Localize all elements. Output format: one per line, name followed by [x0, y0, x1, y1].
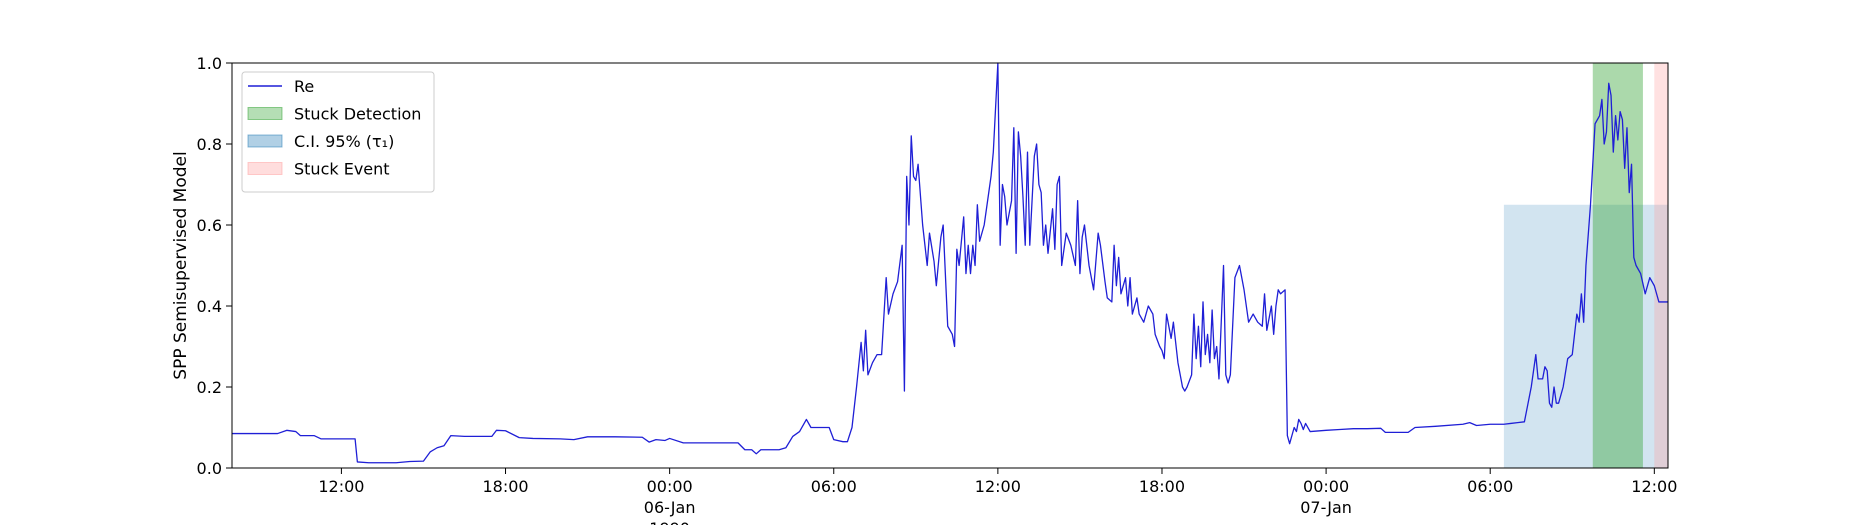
x-tick-label: 12:00 [1631, 477, 1677, 496]
y-tick-label: 0.0 [197, 459, 222, 478]
x-tick-label: 18:00 [1139, 477, 1185, 496]
x-tick-label: 18:00 [482, 477, 528, 496]
plot-frame [231, 62, 1669, 469]
x-tick-label: 12:00 [318, 477, 364, 496]
y-axis-label: SPP Semisupervised Model [171, 151, 191, 379]
legend-swatch-patch [247, 134, 283, 148]
x-tick-label: 00:00 [1303, 477, 1349, 496]
x-tick-label-date: 06-Jan [644, 498, 696, 517]
legend-box [241, 71, 435, 193]
legend-label: Re [294, 77, 314, 96]
x-axis: 12:00 18:00 00:00 06-Jan 1990 06:00 12:00 18:00… [318, 468, 1677, 525]
series-layer [232, 62, 1668, 464]
y-axis: 0.0 0.2 0.4 0.6 0.8 1.0 [197, 54, 232, 478]
band-2 [1654, 63, 1668, 468]
y-tick-label: 0.2 [197, 378, 222, 397]
y-tick-label: 0.6 [197, 216, 222, 235]
x-tick-label-date: 07-Jan [1300, 498, 1352, 517]
y-tick-label: 0.4 [197, 297, 222, 316]
x-tick-label: 12:00 [975, 477, 1021, 496]
legend-label: C.I. 95% (τ₁) [294, 132, 394, 151]
x-tick-label: 00:00 [647, 477, 693, 496]
y-tick-label: 0.8 [197, 135, 222, 154]
band-1 [1592, 63, 1643, 468]
legend-swatch-patch [247, 107, 283, 120]
legend-label: Stuck Detection [294, 105, 421, 124]
x-tick-label: 06:00 [811, 477, 857, 496]
legend-label: Stuck Event [294, 160, 390, 179]
y-tick-label: 1.0 [197, 54, 222, 73]
x-tick-label-year: 1990 [649, 519, 690, 525]
x-tick-label: 06:00 [1467, 477, 1513, 496]
legend-swatch-patch [247, 162, 283, 175]
band-0 [1503, 204, 1668, 468]
series-line-0 [232, 62, 1668, 464]
legend: Re Stuck Detection C.I. 95% (τ₁) Stuck Even… [241, 71, 435, 193]
band-layer [1503, 63, 1668, 468]
